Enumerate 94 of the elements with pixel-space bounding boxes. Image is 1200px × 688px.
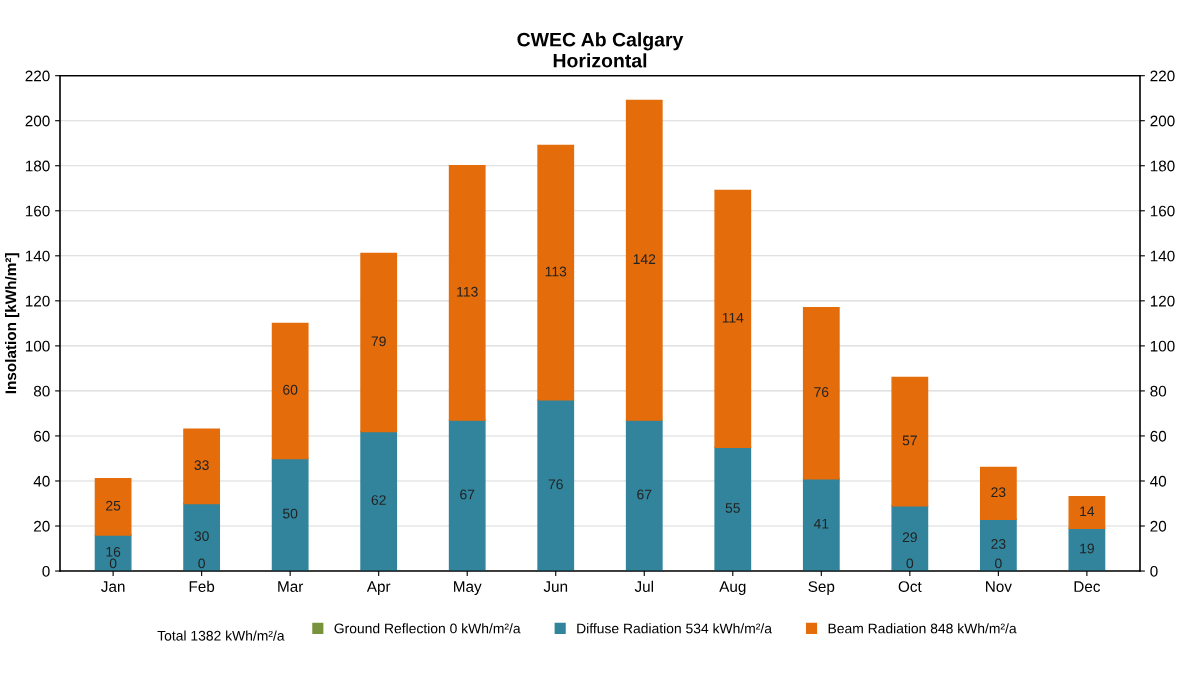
y-tick-label: 60: [34, 430, 50, 442]
data-label: 57: [902, 435, 917, 446]
y2-tick-label: 200: [1150, 115, 1175, 127]
bar: [714, 189, 752, 448]
x-tick-label: Nov: [986, 581, 1012, 592]
y-tick-label: 80: [33, 385, 50, 397]
x-tick-label: May: [454, 581, 482, 595]
y-tick-label: 40: [33, 475, 50, 487]
bar: [448, 419, 486, 572]
y-tick-label: 120: [25, 295, 50, 307]
bar: [360, 252, 398, 433]
bar: [271, 322, 309, 460]
bar: [94, 534, 132, 572]
y-tick-label: 180: [25, 160, 50, 172]
x-tick-label: Aug: [719, 581, 746, 595]
data-label: 60: [283, 384, 298, 395]
x-tick-label: Feb: [189, 580, 215, 592]
y-tick-label: 100: [25, 340, 50, 352]
x-tick-label: Sep: [808, 581, 835, 595]
legend-label: Ground Reflection 0 kWh/m²/a: [334, 623, 521, 634]
bar: [1068, 527, 1106, 572]
x-tick-label: Mar: [278, 581, 304, 592]
bar: [714, 446, 752, 572]
y2-tick-label: 140: [1150, 250, 1175, 262]
bar: [979, 466, 1017, 520]
data-label: 114: [722, 312, 744, 323]
data-label: 79: [371, 336, 386, 347]
x-tick-label: Jan: [101, 581, 125, 592]
data-label: 62: [371, 495, 386, 505]
data-label: 23: [991, 539, 1006, 549]
data-label: 50: [283, 508, 298, 519]
legend-label: Diffuse Radiation 534 kWh/m²/a: [577, 623, 772, 634]
bar: [183, 428, 221, 505]
bar: [183, 502, 221, 572]
bar: [625, 99, 663, 421]
y2-tick-label: 160: [1150, 205, 1175, 217]
data-label: 33: [194, 460, 209, 471]
data-label: 41: [813, 518, 829, 529]
y-tick-label: 160: [25, 205, 50, 217]
x-tick-label: Apr: [366, 581, 391, 595]
legend-label: Beam Radiation 848 kWh/m²/a: [828, 623, 1017, 634]
x-tick-label: Jun: [543, 581, 568, 592]
data-label: 67: [460, 489, 475, 500]
data-label: 0: [906, 558, 914, 569]
data-label: 19: [1080, 543, 1094, 554]
data-label: 142: [633, 254, 656, 264]
y-tick-label: 220: [25, 70, 50, 82]
y2-tick-label: 60: [1150, 430, 1167, 442]
bar: [891, 505, 929, 572]
x-tick-label: Dec: [1074, 581, 1101, 592]
bar: [802, 306, 840, 480]
y2-tick-label: 120: [1150, 295, 1175, 307]
data-label: 76: [814, 387, 829, 397]
data-label: 113: [457, 286, 478, 297]
data-label: 55: [725, 503, 740, 513]
data-label: 113: [545, 266, 567, 277]
data-label: 16: [106, 546, 121, 557]
data-label: 30: [194, 531, 209, 541]
y-tick-label: 0: [42, 565, 50, 577]
data-label: 23: [991, 487, 1006, 498]
y-tick-label: 140: [25, 250, 50, 262]
y2-tick-label: 220: [1150, 70, 1175, 82]
bar: [537, 399, 575, 572]
data-label: 14: [1080, 506, 1095, 517]
y2-tick-label: 20: [1150, 520, 1167, 532]
y2-tick-label: 40: [1150, 475, 1167, 487]
chart-title: CWEC Ab Calgary Horizontal: [517, 32, 684, 68]
data-label: 76: [548, 479, 563, 490]
x-tick-label: Oct: [898, 581, 922, 592]
y-axis-title: Insolation [kWh/m²]: [4, 253, 20, 394]
y2-tick-label: 100: [1150, 340, 1175, 352]
bar: [1068, 496, 1106, 529]
text: Total 1382 kWh/m²/a: [157, 630, 285, 641]
y-tick-label: 200: [25, 115, 50, 127]
bar: [625, 419, 663, 572]
bar: [802, 478, 840, 572]
y2-tick-label: 0: [1150, 565, 1158, 577]
x-tick-label: Jul: [634, 580, 654, 592]
bar: [891, 376, 929, 507]
y2-tick-label: 80: [1150, 385, 1167, 397]
bar: [360, 430, 398, 572]
data-label: 25: [106, 500, 121, 511]
bar: [979, 518, 1017, 572]
y-tick-label: 20: [34, 520, 50, 532]
bar: [448, 165, 486, 421]
data-label: 67: [637, 489, 652, 500]
data-label: 0: [198, 558, 205, 569]
y2-tick-label: 180: [1150, 160, 1175, 172]
bar: [537, 144, 575, 401]
bar: [94, 478, 132, 536]
data-label: 29: [902, 532, 917, 543]
data-label: 0: [995, 558, 1002, 569]
data-label: 0: [109, 558, 117, 569]
bar: [271, 457, 309, 572]
